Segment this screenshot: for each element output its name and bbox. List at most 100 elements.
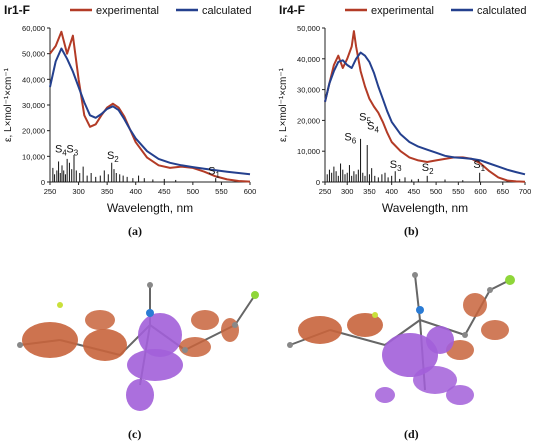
fluorine-atom: [505, 275, 515, 285]
chart-a-legend-label-calculated: calculated: [202, 5, 252, 17]
chart-b-legend-label-experimental: experimental: [371, 5, 434, 17]
chart-a-y-tick-label: 50,000: [22, 50, 45, 59]
chart-b-state-label: S1: [473, 159, 485, 173]
chart-a-y-tick-label: 40,000: [22, 75, 45, 84]
nitrogen-atom: [416, 306, 424, 314]
chart-a-state-label: S3: [66, 143, 78, 157]
orbital-lobe: [126, 379, 154, 411]
chart-b-state-label: S4: [367, 121, 379, 135]
chart-a-y-tick-label: 10,000: [22, 152, 45, 161]
chart-b-x-tick-label: 450: [408, 187, 421, 196]
atom: [147, 282, 153, 288]
sublabel-a: (a): [128, 224, 142, 238]
chart-a-y-tick-label: 0: [41, 178, 45, 187]
chart-b-x-tick-label: 400: [385, 187, 398, 196]
chart-b-x-tick-label: 550: [452, 187, 465, 196]
chart-a-y-tick-label: 30,000: [22, 101, 45, 110]
sublabel-b: (b): [404, 224, 419, 238]
orbital-lobe: [413, 366, 457, 394]
chart-b-x-tick-label: 350: [363, 187, 376, 196]
chart-b-y-tick-label: 30,000: [297, 86, 320, 95]
chart-panel-b: Ir4-F experimental calculated 250 300 350 400 4…: [275, 0, 550, 250]
orbital-lobe: [138, 313, 182, 357]
chart-panel-a: Ir1-F experimental calculated 250 300 350 400 4…: [0, 0, 275, 250]
fluorine-atom: [57, 302, 63, 308]
chart-a-y-tick-label: 60,000: [22, 24, 45, 33]
chart-a-y-axis-label: ε, L×mol⁻¹×cm⁻¹: [3, 67, 14, 142]
molecule-orbital-d: [275, 245, 550, 428]
chart-b-legend-label-calculated: calculated: [477, 5, 527, 17]
chart-b-x-tick-label: 300: [341, 187, 354, 196]
chart-b-y-axis-label: ε, L×mol⁻¹×cm⁻¹: [278, 67, 289, 142]
orbital-lobe: [347, 313, 383, 337]
chart-a-x-tick-label: 300: [72, 187, 85, 196]
chart-a-series-line-experimental: [49, 30, 251, 183]
chart-a-legend-label-experimental: experimental: [96, 5, 159, 17]
chart-a-x-tick-label: 350: [101, 187, 114, 196]
chart-a-state-label: S2: [107, 150, 119, 164]
molecule-d-illustration: [287, 272, 515, 405]
chart-b-x-tick-label: 650: [497, 187, 510, 196]
orbital-lobe: [481, 320, 509, 340]
molecule-orbital-c: [0, 245, 275, 428]
sublabel-c: (c): [128, 427, 142, 441]
atom: [287, 342, 293, 348]
orbital-lobe: [426, 326, 454, 354]
chart-a-x-axis-label: Wavelength, nm: [107, 201, 193, 215]
orbital-lobe: [191, 310, 219, 330]
chart-b-y-tick-label: 20,000: [297, 116, 320, 125]
chart-b-y-tick-label: 0: [316, 178, 320, 187]
chart-b-state-label: S6: [344, 131, 356, 145]
fluorine-atom: [372, 312, 378, 318]
chart-b-series-line-calculated: [324, 51, 526, 176]
orbital-lobe: [85, 310, 115, 330]
chart-b-state-label: S2: [422, 162, 434, 176]
orbital-lobe: [22, 322, 78, 358]
chart-b-y-tick-label: 10,000: [297, 147, 320, 156]
orbital-lobe: [375, 387, 395, 403]
orbital-lobe: [83, 329, 127, 361]
chart-b-x-axis-label: Wavelength, nm: [382, 201, 468, 215]
atom: [232, 322, 238, 328]
orbital-lobe: [463, 293, 487, 317]
orbital-lobe: [179, 337, 211, 357]
molecule-c-illustration: [17, 282, 259, 411]
chart-b-y-tick-label: 40,000: [297, 55, 320, 64]
chart-a-state-label: S4: [55, 143, 67, 157]
atom: [487, 287, 493, 293]
orbital-lobe: [298, 316, 342, 344]
chart-b-x-tick-label: 500: [430, 187, 443, 196]
chart-b-x-tick-label: 700: [519, 187, 532, 196]
chart-a-x-tick-label: 450: [158, 187, 171, 196]
chart-a-x-tick-label: 250: [44, 187, 57, 196]
orbital-lobe: [127, 349, 183, 381]
sublabel-d: (d): [404, 427, 419, 441]
chart-b-panel-title: Ir4-F: [279, 3, 305, 17]
atom: [17, 342, 23, 348]
fluorine-atom: [251, 291, 259, 299]
chart-a-svg: Ir1-F experimental calculated 250 300 350 400 4…: [3, 3, 257, 215]
nitrogen-atom: [146, 309, 154, 317]
chart-a-x-tick-label: 550: [215, 187, 228, 196]
chart-a-panel-title: Ir1-F: [4, 3, 30, 17]
chart-b-state-label: S5: [359, 111, 371, 125]
chart-b-state-label: S3: [390, 159, 402, 173]
chart-a-x-tick-label: 500: [187, 187, 200, 196]
chart-a-x-tick-label: 400: [129, 187, 142, 196]
orbital-lobe: [382, 333, 438, 377]
chart-b-svg: Ir4-F experimental calculated 250 300 350 400 4…: [278, 3, 532, 215]
orbital-lobe: [221, 318, 239, 342]
orbital-lobe: [446, 385, 474, 405]
chart-b-x-tick-label: 250: [319, 187, 332, 196]
bond: [234, 294, 256, 326]
chart-b-series-line-experimental: [324, 30, 526, 183]
chart-a-state-label: S1: [208, 165, 220, 179]
chart-a-y-tick-label: 20,000: [22, 127, 45, 136]
atom: [182, 347, 188, 353]
chart-a-x-tick-label: 600: [244, 187, 257, 196]
chart-a-series-line-calculated: [49, 47, 251, 176]
atom: [412, 272, 418, 278]
atom: [462, 332, 468, 338]
chart-b-y-tick-label: 50,000: [297, 24, 320, 33]
chart-b-x-tick-label: 600: [474, 187, 487, 196]
